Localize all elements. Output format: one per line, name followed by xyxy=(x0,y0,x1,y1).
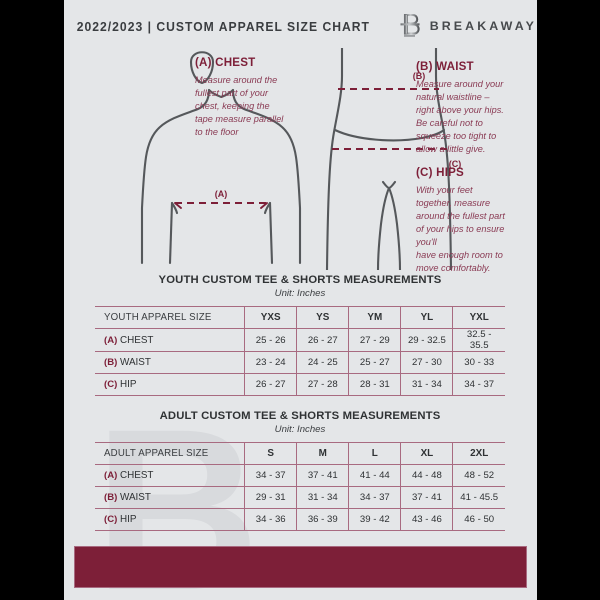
table-row: (A) CHEST 25 - 26 26 - 27 27 - 29 29 - 3… xyxy=(95,328,505,352)
row-tag: (A) xyxy=(104,470,118,481)
youth-section: YOUTH CUSTOM TEE & SHORTS MEASUREMENTS U… xyxy=(95,274,505,396)
upper-body-outline-icon xyxy=(140,51,302,265)
row-label: (A) CHEST xyxy=(95,328,246,352)
row-label: (C) HIP xyxy=(95,373,246,396)
note-hips-title: (C) HIPS xyxy=(416,166,464,179)
row-name: WAIST xyxy=(120,492,151,503)
adult-size-table: ADULT APPAREL SIZE S M L XL 2XL (A) CHES… xyxy=(95,442,505,531)
table-row: (B) WAIST 23 - 24 24 - 25 25 - 27 27 - 3… xyxy=(95,351,505,374)
youth-table-unit: Unit: Inches xyxy=(274,288,326,299)
chest-marker-label: (A) xyxy=(215,189,228,199)
adult-table-title: ADULT CUSTOM TEE & SHORTS MEASUREMENTS xyxy=(159,410,441,422)
cell-value: 39 - 42 xyxy=(348,508,402,531)
brand-lockup: BREAKAWAY xyxy=(399,13,537,39)
column-header: M xyxy=(296,442,350,465)
row-name: WAIST xyxy=(120,357,151,368)
note-chest-body: Measure around the fullest part of your … xyxy=(195,75,284,138)
cell-value: 27 - 28 xyxy=(296,373,350,396)
table-row: (B) WAIST 29 - 31 31 - 34 34 - 37 37 - 4… xyxy=(95,486,505,509)
cell-value: 43 - 46 xyxy=(400,508,454,531)
cell-value: 23 - 24 xyxy=(244,351,298,374)
row-tag: (C) xyxy=(104,379,118,390)
cell-value: 34 - 37 xyxy=(452,373,505,396)
column-header: YL xyxy=(400,306,454,329)
cell-value: 31 - 34 xyxy=(400,373,454,396)
cell-value: 41 - 45.5 xyxy=(452,486,505,509)
note-chest-title: (A) CHEST xyxy=(195,56,256,69)
cell-value: 34 - 37 xyxy=(244,464,298,487)
row-name: CHEST xyxy=(120,470,154,481)
cell-value: 29 - 32.5 xyxy=(400,328,454,352)
row-name: HIP xyxy=(120,379,137,390)
cell-value: 37 - 41 xyxy=(296,464,350,487)
column-header: XL xyxy=(400,442,454,465)
cell-value: 34 - 37 xyxy=(348,486,402,509)
column-header: ADULT APPAREL SIZE xyxy=(95,442,246,465)
note-waist-body: Measure around your natural waistline – … xyxy=(416,79,504,155)
cell-value: 30 - 33 xyxy=(452,351,505,374)
cell-value: 46 - 50 xyxy=(452,508,505,531)
column-header: YXL xyxy=(452,306,505,329)
hip-marker-label: (C) xyxy=(449,159,462,169)
measurement-diagram: (A) (B) (C) (A) CH xyxy=(64,48,537,273)
note-waist-title: (B) WAIST xyxy=(416,60,474,73)
row-tag: (C) xyxy=(104,514,118,525)
cell-value: 29 - 31 xyxy=(244,486,298,509)
cell-value: 26 - 27 xyxy=(296,328,350,352)
cell-value: 27 - 30 xyxy=(400,351,454,374)
note-chest: (A) CHEST Measure around the fullest par… xyxy=(195,56,313,139)
table-header-row: YOUTH APPAREL SIZE YXS YS YM YL YXL xyxy=(95,306,505,329)
row-tag: (B) xyxy=(104,357,118,368)
cell-value: 37 - 41 xyxy=(400,486,454,509)
row-label: (B) WAIST xyxy=(95,351,246,374)
column-header: S xyxy=(244,442,298,465)
cell-value: 44 - 48 xyxy=(400,464,454,487)
cell-value: 34 - 36 xyxy=(244,508,298,531)
cell-value: 27 - 29 xyxy=(348,328,402,352)
youth-table-title: YOUTH CUSTOM TEE & SHORTS MEASUREMENTS xyxy=(158,274,442,286)
column-header: YM xyxy=(348,306,402,329)
row-tag: (B) xyxy=(104,492,118,503)
adult-table-unit: Unit: Inches xyxy=(274,424,326,435)
page-header: 2022/2023 | CUSTOM APPAREL SIZE CHART xyxy=(64,0,537,52)
row-name: CHEST xyxy=(120,334,154,346)
note-hips-body: With your feet together, measure around … xyxy=(416,185,505,274)
cell-value: 41 - 44 xyxy=(348,464,402,487)
size-chart-page: B 2022/2023 | CUSTOM APPAREL SIZE CHART xyxy=(64,0,537,600)
note-waist: (B) WAIST Measure around your natural wa… xyxy=(416,60,528,156)
row-name: HIP xyxy=(120,514,137,525)
youth-size-table: YOUTH APPAREL SIZE YXS YS YM YL YXL (A) … xyxy=(95,306,505,396)
cell-value: 48 - 52 xyxy=(452,464,505,487)
cell-value: 32.5 - 35.5 xyxy=(452,328,505,352)
chest-measure-line xyxy=(174,202,268,209)
table-header-row: ADULT APPAREL SIZE S M L XL 2XL xyxy=(95,442,505,465)
note-hips: (C) HIPS With your feet together, measur… xyxy=(416,166,528,275)
row-tag: (A) xyxy=(104,334,118,346)
footer-banner xyxy=(74,546,527,588)
cell-value: 25 - 27 xyxy=(348,351,402,374)
table-row: (C) HIP 26 - 27 27 - 28 28 - 31 31 - 34 … xyxy=(95,373,505,396)
cell-value: 31 - 34 xyxy=(296,486,350,509)
row-label: (B) WAIST xyxy=(95,486,246,509)
column-header: YS xyxy=(296,306,350,329)
cell-value: 28 - 31 xyxy=(348,373,402,396)
row-label: (A) CHEST xyxy=(95,464,246,487)
column-header: L xyxy=(348,442,402,465)
brand-name: BREAKAWAY xyxy=(429,19,537,33)
column-header: 2XL xyxy=(452,442,505,465)
column-header: YOUTH APPAREL SIZE xyxy=(95,306,246,329)
cell-value: 36 - 39 xyxy=(296,508,350,531)
cell-value: 25 - 26 xyxy=(244,328,298,352)
table-row: (A) CHEST 34 - 37 37 - 41 41 - 44 44 - 4… xyxy=(95,464,505,487)
waist-marker-label: (B) xyxy=(413,71,426,81)
cell-value: 26 - 27 xyxy=(244,373,298,396)
adult-section: ADULT CUSTOM TEE & SHORTS MEASUREMENTS U… xyxy=(95,410,505,531)
page-title: 2022/2023 | CUSTOM APPAREL SIZE CHART xyxy=(76,18,370,34)
column-header: YXS xyxy=(244,306,298,329)
cell-value: 24 - 25 xyxy=(296,351,350,374)
breakaway-b-monogram-icon xyxy=(399,13,421,39)
table-row: (C) HIP 34 - 36 36 - 39 39 - 42 43 - 46 … xyxy=(95,508,505,531)
row-label: (C) HIP xyxy=(95,508,246,531)
